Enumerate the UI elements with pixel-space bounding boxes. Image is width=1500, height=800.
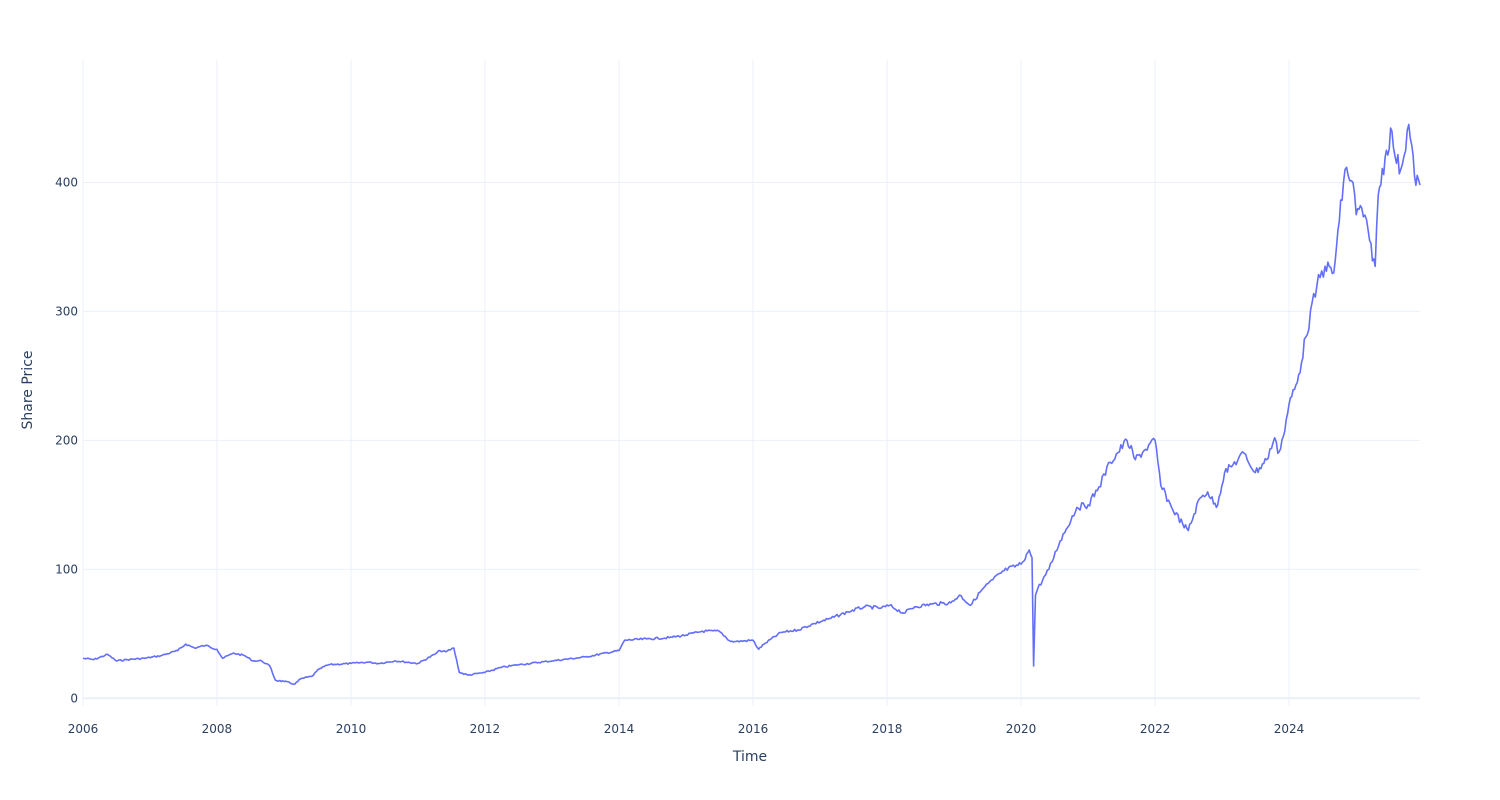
y-axis-ticks: 0 100 200 300 400 — [55, 175, 78, 705]
x-axis-ticks: 2006 2008 2010 2012 2014 2016 2018 2020 2022 2024 — [68, 722, 1305, 736]
y-axis-title: Share Price — [20, 350, 36, 429]
x-tick-label: 2008 — [202, 722, 233, 736]
y-tick-label: 400 — [55, 175, 78, 189]
x-tick-label: 2016 — [738, 722, 769, 736]
y-tick-label: 100 — [55, 562, 78, 576]
y-tick-label: 0 — [70, 691, 78, 705]
x-axis-title: Time — [732, 749, 767, 765]
x-tick-label: 2010 — [336, 722, 367, 736]
x-tick-label: 2024 — [1274, 722, 1305, 736]
x-tick-label: 2022 — [1140, 722, 1171, 736]
y-tick-label: 300 — [55, 304, 78, 318]
series-layer — [82, 123, 1421, 685]
y-tick-label: 200 — [55, 433, 78, 447]
x-tick-label: 2020 — [1006, 722, 1037, 736]
grid — [82, 60, 1420, 706]
x-tick-label: 2018 — [872, 722, 903, 736]
x-tick-label: 2012 — [470, 722, 501, 736]
x-tick-label: 2014 — [604, 722, 635, 736]
series-line — [82, 123, 1421, 685]
x-tick-label: 2006 — [68, 722, 99, 736]
